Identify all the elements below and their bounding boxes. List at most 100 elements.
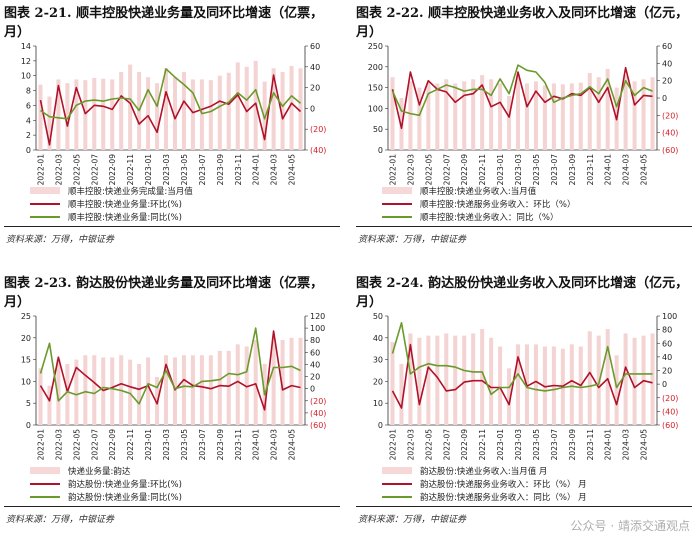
right-tick-label: 60 [662,42,672,51]
bar [83,80,88,150]
bar [289,337,294,425]
chart-svg-0: 0 2 4 6 8 10 12 14 60 40 20 0 (20) (40) 2022-01 2022-03… [21,42,327,186]
legend-label: 快递业务量:韵达 [68,466,131,477]
bar [480,329,485,425]
legend-item-yoy: 顺丰控股:快递业务量:同比(%) [30,210,320,223]
x-tick-label: 2022-01 [36,154,45,186]
bar [110,357,115,425]
line-series-mom [39,74,302,146]
legend: 韵达股份:快递业务收入:当月值 月 韵达股份:快递服务业务收入：环比（%） 月 … [382,464,672,503]
bar [56,359,61,425]
x-tick-label: 2024-03 [270,154,279,186]
x-tick-label: 2022-11 [126,154,135,186]
legend-item-mom: 顺丰控股:快递业务量:环比(%) [30,197,320,210]
bar [632,81,637,150]
legend-item-mom: 韵达股份:快递服务业务收入：环比（%） 月 [382,477,672,490]
bar [208,355,213,425]
right-tick-label: 40 [662,353,672,362]
line-series-mom [39,330,301,411]
x-tick-label: 2023-01 [496,154,505,186]
bar [199,355,204,425]
bar [444,79,449,150]
x-tick-label: 2022-09 [460,429,469,461]
divider [4,506,340,507]
left-tick-label: 40 [373,334,383,343]
right-tick-label: 20 [310,373,320,382]
bar [533,344,538,425]
right-tick-label: 40 [662,59,672,68]
legend-label: 韵达股份:快递服务业务收入：同比（%） 月 [420,492,587,503]
right-tick-label: (60) [310,421,326,430]
bar [47,385,52,425]
chart-title: 图表 2-23. 韵达股份快递业务量及同环比增速（亿票，月） [4,276,324,310]
x-tick-label: 2022-11 [478,154,487,186]
x-tick-label: 2024-05 [640,429,649,461]
legend-label: 顺丰控股:快递业务量:环比(%) [68,199,182,210]
legend-label: 顺丰控股:快递业务量:同比(%) [68,212,182,223]
x-tick-label: 2023-09 [216,154,225,186]
bar [271,337,276,425]
x-tick-label: 2024-01 [604,154,613,186]
bar [515,344,521,425]
right-tick-label: 40 [310,360,320,369]
legend-item-yoy: 韵达股份:快递服务业务收入：同比（%） 月 [382,490,672,503]
bar [65,83,70,150]
x-tick-label: 2022-01 [388,429,397,461]
bar [408,81,413,150]
bar [217,75,222,150]
bar [128,64,133,150]
bar [92,77,97,150]
bar [217,350,222,425]
bar [515,77,521,150]
bar [596,335,601,425]
legend-swatch [382,202,412,205]
bar [623,333,628,425]
legend-item-mom: 韵达股份:快递业务量:环比(%) [30,477,320,490]
x-tick-label: 2022-03 [406,154,415,186]
x-tick-label: 2022-07 [90,429,99,461]
left-tick-label: 4 [26,116,31,125]
x-tick-label: 2023-07 [198,429,207,461]
right-tick-label: 60 [310,348,320,357]
bar [426,82,431,150]
legend-item-bar: 顺丰控股:快递业务完成量:当月值 [30,184,320,197]
bar [650,333,655,425]
legend-swatch [382,215,412,218]
divider [4,226,340,227]
left-tick-label: 12 [21,57,31,66]
x-tick-label: 2022-07 [442,429,451,461]
right-tick-label: 0 [310,385,315,394]
right-tick-label: 80 [310,336,320,345]
left-tick-label: 25 [21,312,31,321]
line-series-mom [391,343,653,409]
x-tick-label: 2024-01 [604,429,613,461]
left-tick-label: 10 [21,72,31,81]
left-tick-label: 0 [378,421,383,430]
bar [146,357,151,425]
x-tick-label: 2022-07 [90,154,99,186]
bar [56,79,61,150]
bar [146,77,151,150]
bar [435,335,440,425]
x-tick-label: 2024-03 [622,429,631,461]
legend-label: 韵达股份:快递业务量:同比(%) [68,492,182,503]
left-tick-label: 50 [373,312,383,321]
line-series-yoy [391,64,653,117]
x-tick-label: 2024-03 [270,429,279,461]
bar [498,83,503,150]
bar [190,355,195,425]
chart-title: 图表 2-24. 韵达股份快递业务收入及同环比增速（亿元，月） [356,276,689,310]
x-tick-label: 2022-09 [460,154,469,186]
left-tick-label: 250 [368,42,383,51]
x-tick-label: 2022-11 [126,429,135,461]
right-tick-label: 0 [662,380,667,389]
bar [92,355,97,425]
right-tick-label: 100 [662,312,677,321]
bar [47,96,52,150]
x-tick-label: 2023-11 [586,429,595,461]
bar [524,83,530,150]
legend-label: 韵达股份:快递业务量:环比(%) [68,479,182,490]
x-tick-label: 2023-11 [586,154,595,186]
bar [542,346,547,425]
